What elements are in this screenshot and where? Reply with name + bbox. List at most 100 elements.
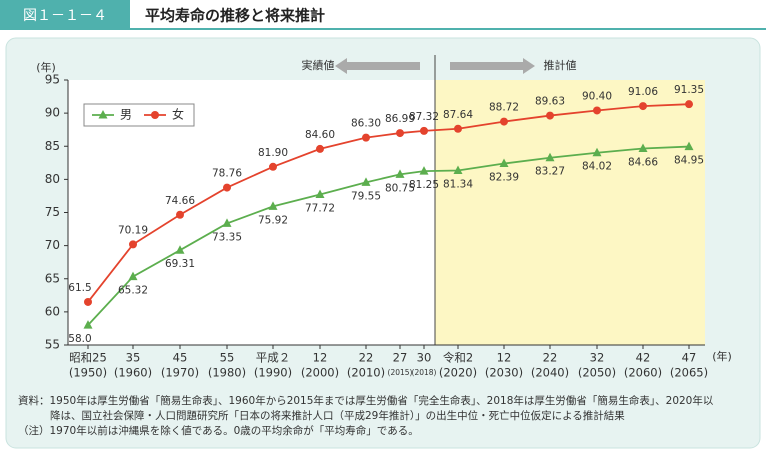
marker [638, 143, 648, 153]
x-tick-label: 42 [636, 351, 651, 365]
x-tick-label: 32 [590, 351, 605, 365]
note: 資料：1950年は厚生労働省「簡易生命表」、1960年から2015年までは厚生労… [18, 394, 714, 407]
x-tick-year: (1990) [254, 366, 292, 380]
value-label: 80.75 [385, 182, 415, 194]
note: （注）1970年以前は沖縄県を除く値である。0歳の平均余命が「平均寿命」である。 [18, 424, 419, 437]
x-tick-year: (2015) [388, 368, 413, 377]
value-label: 74.66 [165, 195, 195, 207]
x-tick-year: (2000) [301, 366, 339, 380]
x-tick-year: (1980) [208, 366, 246, 380]
marker [175, 245, 185, 254]
figure-label: 図１－１－４ [23, 8, 107, 24]
x-tick-year: (2060) [624, 366, 662, 380]
x-tick-label: 令和2 [443, 351, 473, 365]
x-tick-label: 47 [682, 351, 697, 365]
x-tick-year: (2040) [531, 366, 569, 380]
x-tick-year: (2065) [670, 366, 708, 380]
marker [362, 133, 370, 142]
x-tick-year: (2030) [485, 366, 523, 380]
marker [223, 183, 231, 192]
marker [176, 210, 184, 219]
marker [395, 169, 405, 178]
marker [593, 106, 601, 115]
value-label: 86.30 [351, 118, 381, 130]
x-tick-year: (1950) [69, 366, 107, 380]
y-tick-label: 65 [45, 271, 60, 285]
y-unit: (年) [36, 60, 56, 74]
x-tick-year: (2010) [347, 366, 385, 380]
marker [454, 124, 462, 133]
value-label: 89.63 [535, 96, 565, 108]
value-label: 88.72 [489, 102, 519, 114]
value-label: 84.02 [582, 161, 612, 173]
marker [84, 297, 92, 306]
value-label: 58.0 [68, 333, 91, 345]
marker [545, 152, 555, 162]
annotation: 実績値 [302, 58, 335, 72]
marker [500, 117, 508, 126]
y-tick-label: 90 [45, 106, 60, 120]
y-tick-label: 85 [45, 139, 60, 153]
value-label: 87.64 [443, 109, 473, 121]
value-label: 73.35 [212, 231, 242, 243]
value-label: 83.27 [535, 166, 565, 178]
value-label: 78.76 [212, 168, 242, 180]
marker [396, 129, 404, 138]
marker [419, 166, 429, 175]
annotation: 推計値 [544, 58, 577, 72]
value-label: 81.25 [409, 179, 439, 191]
marker [546, 111, 554, 120]
value-label: 91.06 [628, 86, 658, 98]
y-tick-label: 80 [45, 172, 60, 186]
x-tick-label: 45 [173, 351, 188, 365]
x-unit: (年) [712, 349, 732, 363]
value-label: 81.90 [258, 147, 288, 159]
value-label: 91.35 [674, 84, 704, 96]
x-tick-year: (1960) [114, 366, 152, 380]
value-label: 79.55 [351, 190, 381, 202]
marker [453, 165, 463, 174]
y-tick-label: 60 [45, 304, 60, 318]
y-tick-label: 55 [45, 338, 60, 352]
x-tick-label: 22 [359, 351, 374, 365]
x-tick-year: (1970) [161, 366, 199, 380]
marker [316, 144, 324, 153]
y-tick-label: 95 [45, 73, 60, 87]
legend [83, 103, 195, 127]
legend-label: 男 [120, 108, 132, 122]
value-label: 84.66 [628, 157, 658, 169]
x-tick-label: 12 [313, 351, 328, 365]
value-label: 82.39 [489, 172, 519, 184]
y-tick-label: 70 [45, 238, 60, 252]
x-tick-label: 22 [543, 351, 558, 365]
value-label: 77.72 [305, 202, 335, 214]
marker [151, 111, 159, 119]
x-tick-label: 55 [220, 351, 235, 365]
x-tick-label: 平成２ [256, 351, 291, 365]
x-tick-year: (2050) [578, 366, 616, 380]
value-label: 70.19 [118, 224, 148, 236]
value-label: 84.60 [305, 129, 335, 141]
value-label: 84.95 [674, 155, 704, 167]
x-tick-label: 35 [126, 351, 141, 365]
marker [592, 147, 602, 157]
marker [128, 271, 138, 281]
value-label: 65.32 [118, 285, 148, 297]
marker [685, 100, 693, 109]
arrow-right [450, 58, 535, 74]
value-label: 87.32 [409, 111, 439, 123]
marker [315, 189, 325, 198]
x-tick-label: 昭和25 [69, 351, 107, 365]
marker [222, 218, 232, 227]
x-tick-label: 12 [497, 351, 512, 365]
marker [98, 110, 108, 119]
note: 降は、国立社会保障・人口問題研究所「日本の将来推計人口（平成29年推計）」の出生… [50, 409, 625, 422]
marker [269, 162, 277, 171]
value-label: 81.34 [443, 178, 473, 190]
y-tick-label: 75 [45, 205, 60, 219]
x-tick-year: (2020) [439, 366, 477, 380]
value-label: 75.92 [258, 214, 288, 226]
marker [361, 177, 371, 186]
marker [268, 201, 278, 210]
